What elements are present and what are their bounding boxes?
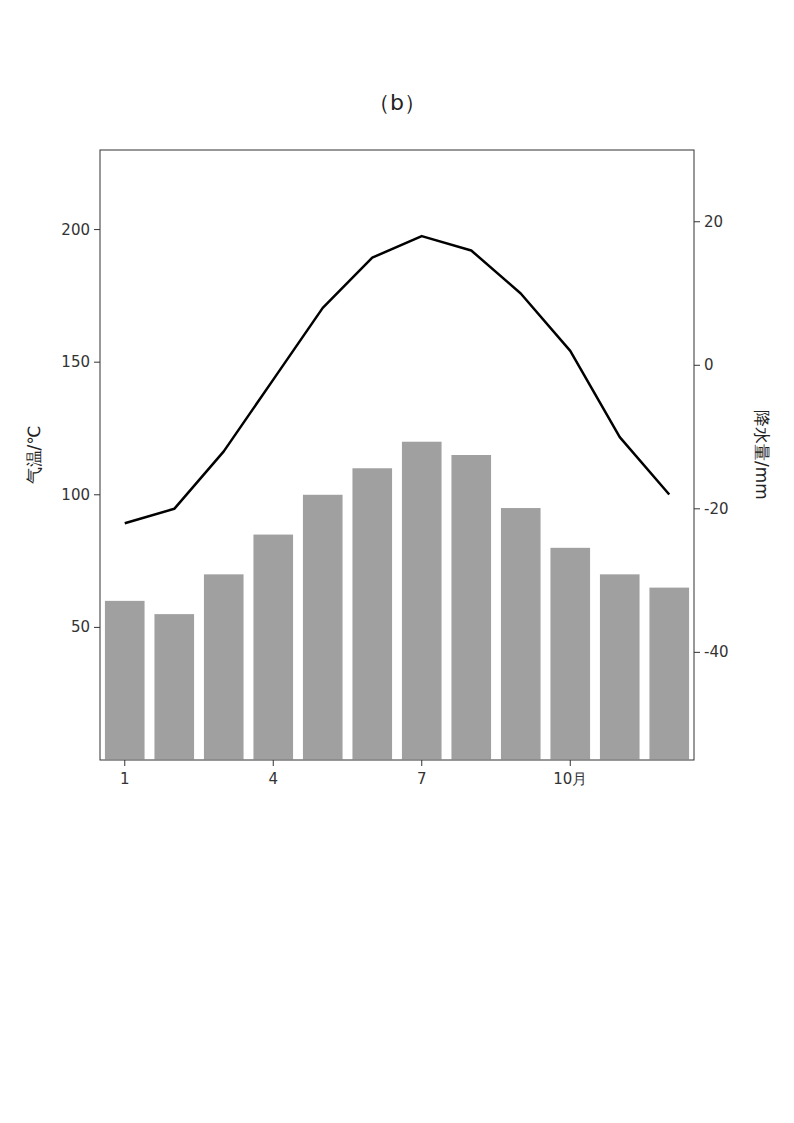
- y-tick: [94, 229, 100, 230]
- bar: [649, 588, 689, 760]
- bar: [501, 508, 541, 760]
- y-axis-label: 气温/℃: [24, 426, 44, 485]
- y-tick-label: 200: [61, 221, 90, 239]
- y2-axis-label: 降水量/mm: [752, 410, 772, 500]
- bar: [253, 535, 293, 760]
- x-tick-label: 4: [268, 770, 278, 788]
- bar: [204, 574, 244, 760]
- y2-tick: [694, 221, 700, 222]
- y-tick: [94, 494, 100, 495]
- y-tick: [94, 362, 100, 363]
- bar: [550, 548, 590, 760]
- y2-tick: [694, 652, 700, 653]
- plot-frame: [100, 150, 694, 760]
- y2-tick-label: -20: [704, 500, 729, 518]
- x-tick: [124, 760, 125, 766]
- chart: （b） 1 4 7 10月 50 100 150 200 -40 -20 0 20 气温/℃ 降水量/mm: [0, 0, 794, 1123]
- title: （b）: [368, 90, 426, 115]
- x-tick-label: 1: [120, 770, 130, 788]
- y2-tick: [694, 365, 700, 366]
- x-tick: [421, 760, 422, 766]
- y2-tick: [694, 508, 700, 509]
- y-tick-label: 150: [61, 353, 90, 371]
- y2-tick-label: 20: [704, 213, 723, 231]
- bar: [154, 614, 194, 760]
- y-tick-label: 100: [61, 486, 90, 504]
- bar: [352, 468, 392, 760]
- bar: [303, 495, 343, 760]
- x-tick-label: 10月: [553, 770, 587, 788]
- y2-tick-label: 0: [704, 356, 714, 374]
- y2-tick-label: -40: [704, 643, 729, 661]
- x-tick-label: 7: [417, 770, 427, 788]
- temperature-line: [125, 236, 670, 523]
- bar: [402, 442, 442, 760]
- bar: [105, 601, 145, 760]
- x-tick: [273, 760, 274, 766]
- y-tick-label: 50: [71, 618, 90, 636]
- bar: [451, 455, 491, 760]
- marks: [105, 236, 689, 760]
- x-tick: [570, 760, 571, 766]
- bar: [600, 574, 640, 760]
- y-tick: [94, 627, 100, 628]
